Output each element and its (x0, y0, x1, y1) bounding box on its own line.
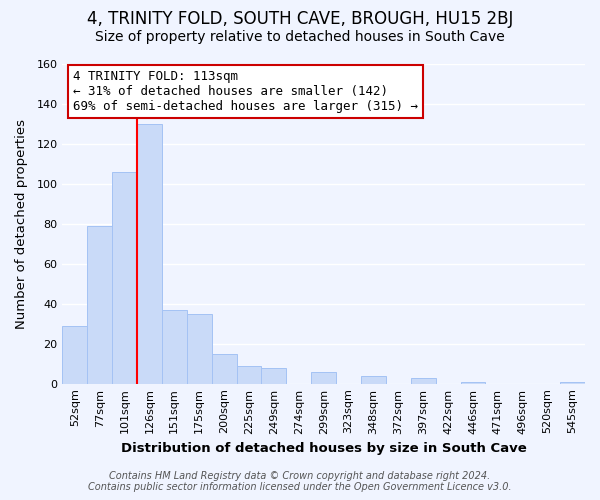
Bar (461, 382, 485, 384)
Text: 4, TRINITY FOLD, SOUTH CAVE, BROUGH, HU15 2BJ: 4, TRINITY FOLD, SOUTH CAVE, BROUGH, HU1… (87, 10, 513, 28)
Text: 4 TRINITY FOLD: 113sqm
← 31% of detached houses are smaller (142)
69% of semi-de: 4 TRINITY FOLD: 113sqm ← 31% of detached… (73, 70, 418, 114)
Bar (560, 382, 585, 384)
Bar (137, 124, 162, 384)
Bar (361, 376, 386, 384)
Bar (187, 314, 212, 384)
Bar (162, 310, 187, 384)
Bar (112, 172, 137, 384)
Text: Size of property relative to detached houses in South Cave: Size of property relative to detached ho… (95, 30, 505, 44)
Bar (262, 368, 286, 384)
Bar (236, 366, 262, 384)
Bar (87, 226, 112, 384)
Y-axis label: Number of detached properties: Number of detached properties (15, 119, 28, 329)
Bar (311, 372, 336, 384)
X-axis label: Distribution of detached houses by size in South Cave: Distribution of detached houses by size … (121, 442, 527, 455)
Bar (212, 354, 236, 384)
Text: Contains HM Land Registry data © Crown copyright and database right 2024.
Contai: Contains HM Land Registry data © Crown c… (88, 471, 512, 492)
Bar (411, 378, 436, 384)
Bar (62, 326, 87, 384)
